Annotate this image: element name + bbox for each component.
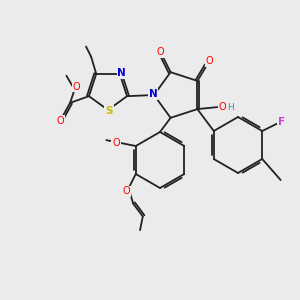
- Text: O: O: [112, 138, 120, 148]
- Text: S: S: [105, 106, 113, 116]
- Text: O: O: [157, 47, 164, 57]
- Text: O: O: [73, 82, 80, 92]
- Text: O: O: [218, 102, 226, 112]
- Text: O: O: [56, 116, 64, 126]
- Text: H: H: [227, 103, 234, 112]
- Text: N: N: [117, 68, 126, 78]
- Text: O: O: [123, 186, 130, 196]
- Text: O: O: [206, 56, 214, 67]
- Text: F: F: [278, 117, 285, 127]
- Text: N: N: [148, 89, 158, 99]
